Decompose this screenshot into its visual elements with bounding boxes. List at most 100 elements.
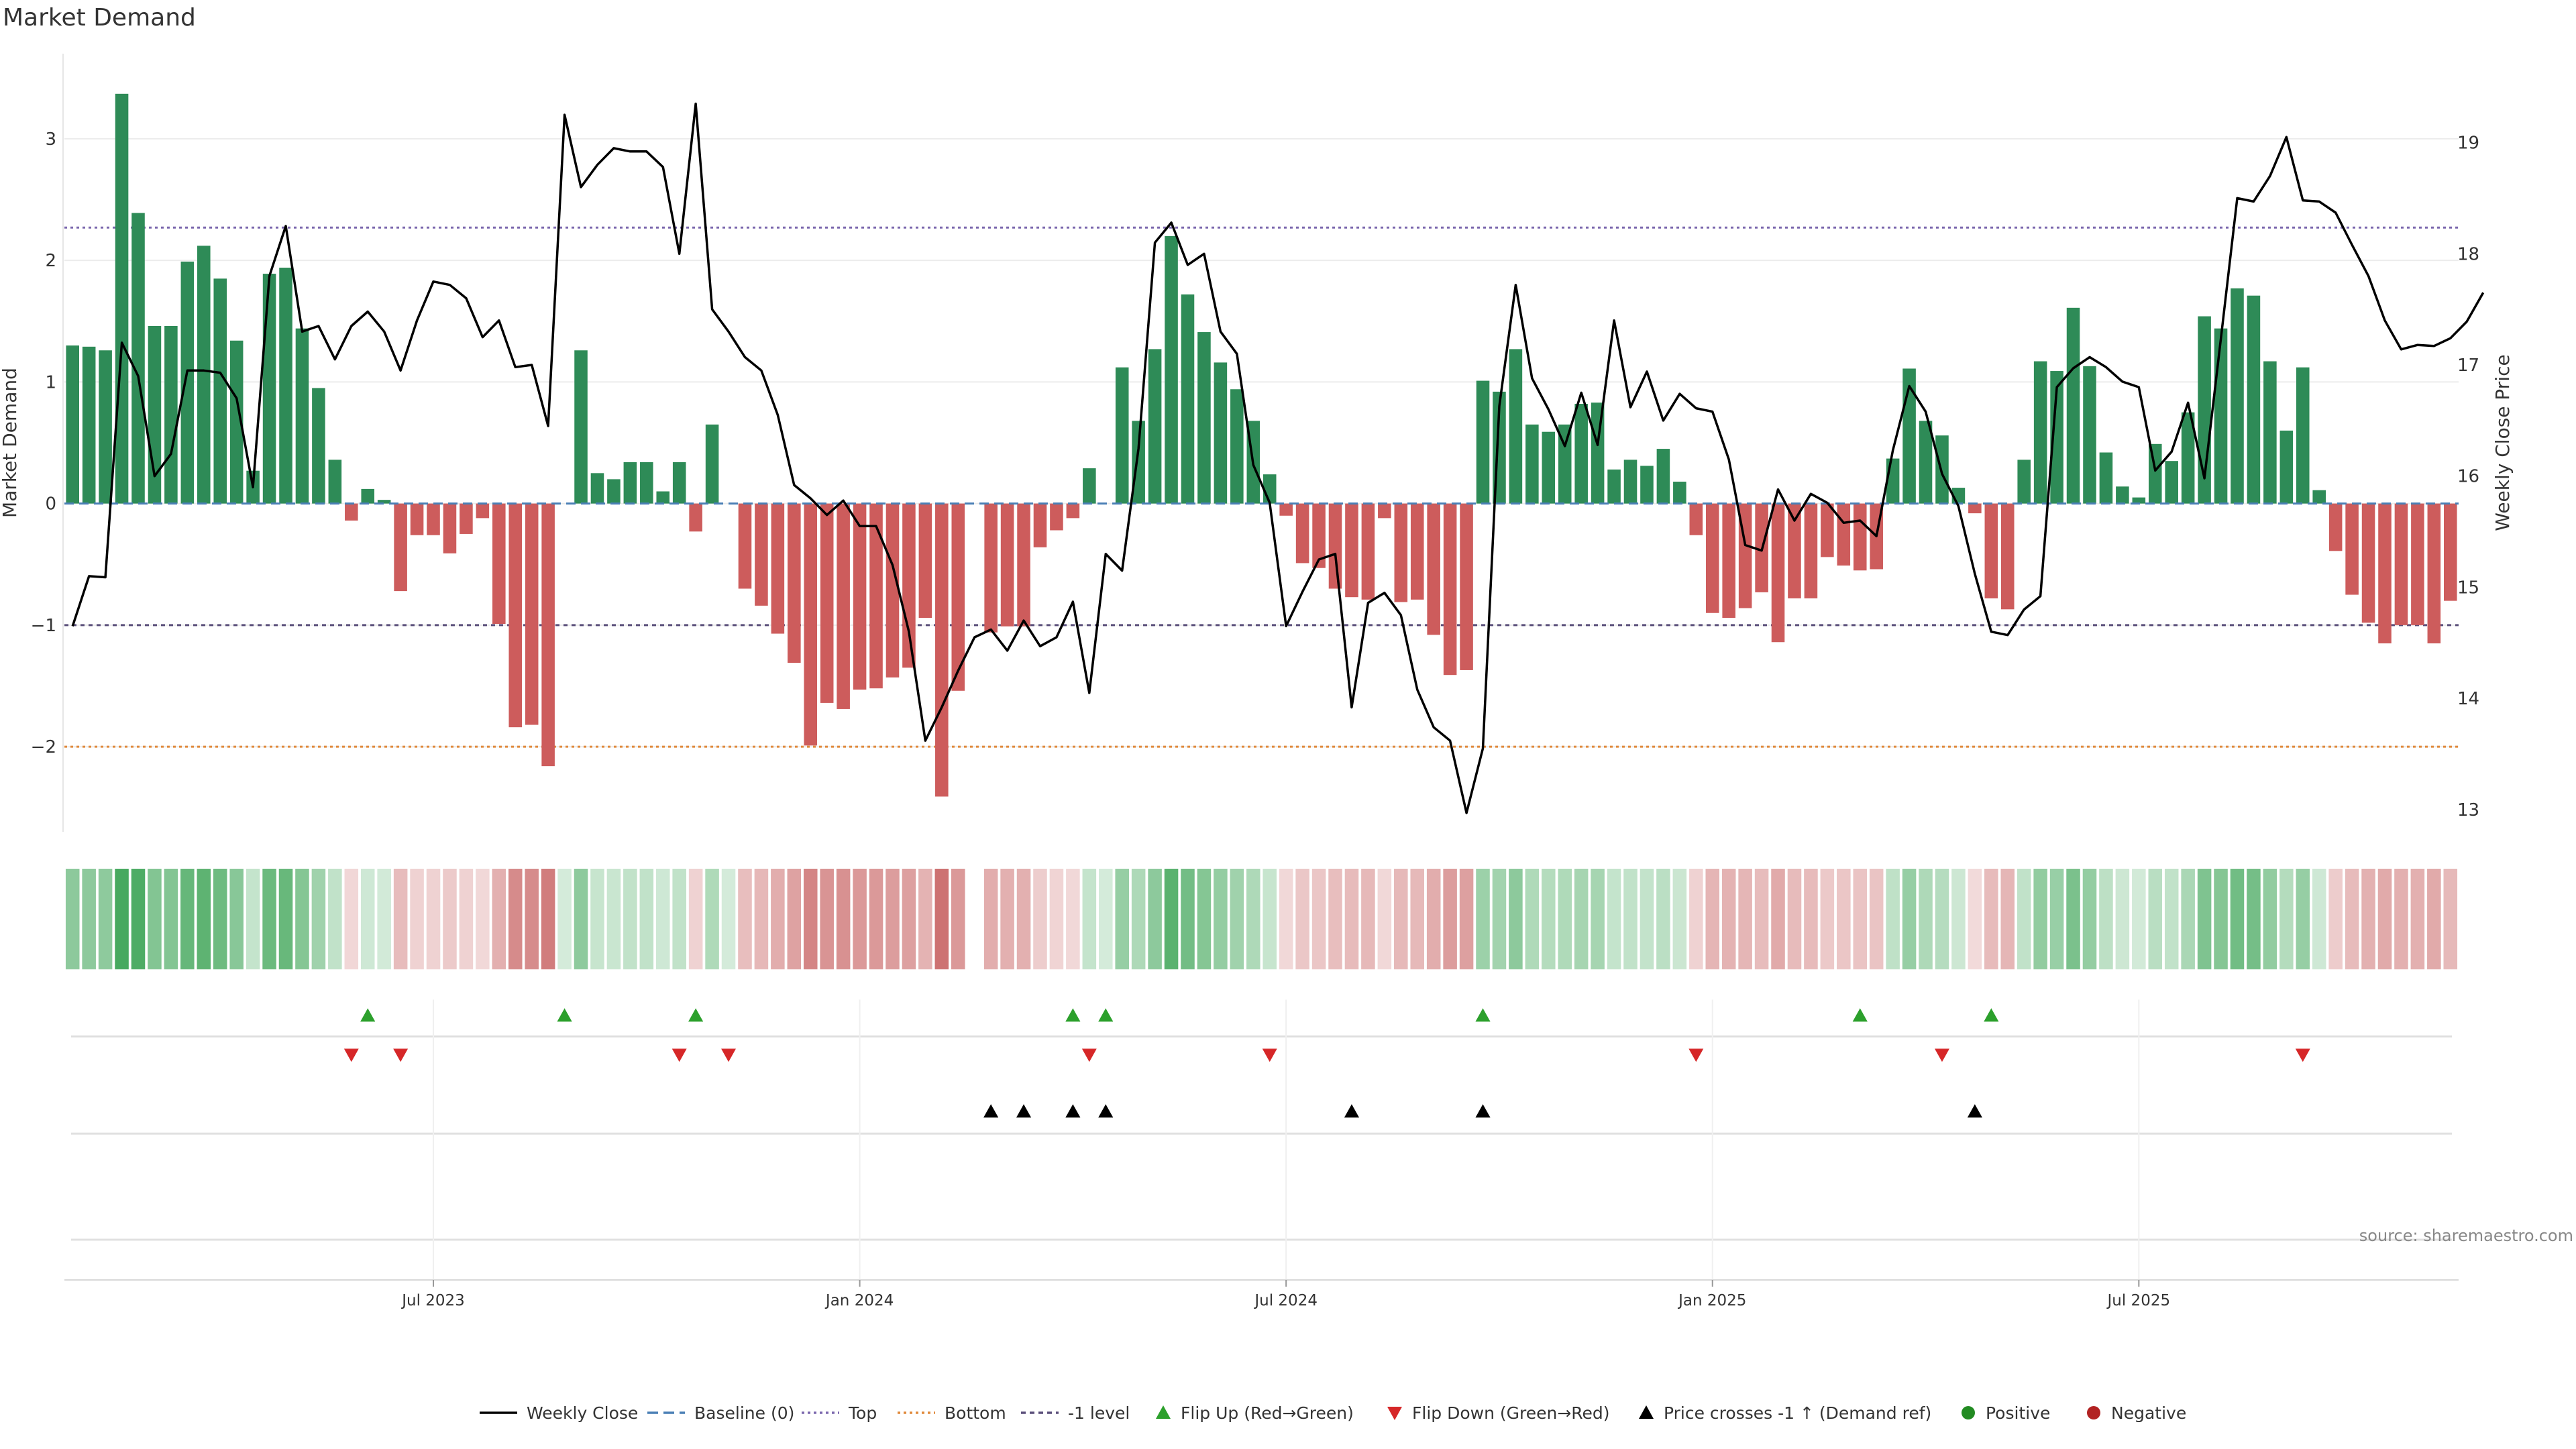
- demand-bar: [2345, 503, 2359, 595]
- demand-bar: [1837, 503, 1851, 566]
- demand-bar: [2181, 412, 2195, 504]
- flip-up-marker: [1984, 1008, 1999, 1022]
- heatmap-cell: [1394, 869, 1408, 969]
- heatmap-cell: [82, 869, 96, 969]
- price-line: [71, 102, 2485, 814]
- heatmap-cell: [1230, 869, 1244, 969]
- flip-up-marker: [360, 1008, 376, 1022]
- demand-bar: [755, 503, 768, 606]
- heatmap-cell: [1689, 869, 1703, 969]
- heatmap-cell: [443, 869, 457, 969]
- left-tick-label: 1: [45, 372, 56, 392]
- demand-bar: [1181, 294, 1195, 504]
- source-note: source: sharemaestro.com: [2359, 1226, 2573, 1245]
- heatmap-cell: [1344, 869, 1359, 969]
- demand-bar: [2083, 366, 2096, 504]
- heatmap-cell: [1148, 869, 1162, 969]
- heatmap-cell: [1951, 869, 1966, 969]
- x-tick-label: Jul 2024: [1253, 1292, 1318, 1309]
- heatmap-cell: [377, 869, 391, 969]
- demand-bar: [1017, 503, 1030, 627]
- heatmap-cell: [262, 869, 276, 969]
- heatmap-cell: [1311, 869, 1326, 969]
- legend-label: Positive: [1986, 1403, 2050, 1423]
- heatmap-cell: [393, 869, 408, 969]
- heatmap-cell: [2279, 869, 2294, 969]
- flip-down-marker: [1262, 1049, 1277, 1062]
- heatmap-cell: [1607, 869, 1621, 969]
- legend-label: Weekly Close: [527, 1403, 638, 1423]
- heatmap-cell: [1082, 869, 1097, 969]
- heatmap-cell: [1984, 869, 1998, 969]
- heatmap-cell: [197, 869, 211, 969]
- heatmap-cell: [2132, 869, 2146, 969]
- left-tick-label: −2: [31, 737, 56, 757]
- demand-bar: [1984, 503, 1998, 598]
- demand-bar: [2033, 361, 2047, 504]
- heatmap-cell: [2377, 869, 2392, 969]
- demand-bar: [492, 503, 506, 625]
- heatmap-cell: [1771, 869, 1785, 969]
- heatmap-cell: [2082, 869, 2097, 969]
- heatmap-cell: [1886, 869, 1900, 969]
- heatmap-cell: [1787, 869, 1802, 969]
- flip-down-marker: [1081, 1049, 1097, 1062]
- demand-bar: [1689, 503, 1703, 535]
- demand-bar: [262, 274, 276, 504]
- heatmap-cell: [574, 869, 588, 969]
- demand-bar: [2132, 497, 2146, 504]
- demand-bar: [2378, 503, 2392, 644]
- demand-bar: [2017, 460, 2031, 504]
- flip-up-marker: [688, 1008, 704, 1022]
- heatmap-cell: [1443, 869, 1457, 969]
- demand-bar: [460, 503, 473, 534]
- heatmap-cell: [2361, 869, 2375, 969]
- legend-swatch: [1962, 1406, 1975, 1419]
- heatmap-cell: [1591, 869, 1605, 969]
- heatmap-cell: [492, 869, 506, 969]
- demand-bar: [164, 326, 178, 504]
- heatmap-cell: [508, 869, 523, 969]
- legend-swatch: [2087, 1406, 2100, 1419]
- right-tick-label: 15: [2457, 578, 2479, 598]
- flip-down-marker: [393, 1049, 409, 1062]
- demand-bar: [1821, 503, 1834, 557]
- heatmap-cell: [148, 869, 162, 969]
- heatmap-cell: [983, 869, 998, 969]
- heatmap-cell: [885, 869, 900, 969]
- heatmap-cell: [1115, 869, 1129, 969]
- demand-bar: [541, 503, 555, 767]
- heatmap-cell: [1574, 869, 1589, 969]
- demand-bars: [64, 93, 2459, 797]
- heatmap-cell: [131, 869, 146, 969]
- demand-bar: [640, 462, 653, 504]
- legend: Weekly Close Baseline (0) Top Bottom -1 leve…: [480, 1403, 2186, 1423]
- heatmap-cell: [853, 869, 867, 969]
- heatmap-cell: [2345, 869, 2359, 969]
- heatmap-cell: [1968, 869, 1982, 969]
- right-tick-label: 17: [2457, 356, 2479, 376]
- heatmap-cell: [606, 869, 621, 969]
- heatmap-cell: [771, 869, 785, 969]
- demand-bar: [1443, 503, 1457, 676]
- demand-bar: [1640, 466, 1654, 504]
- demand-bar: [885, 503, 900, 678]
- legend-label: Price crosses -1 ↑ (Demand ref): [1664, 1403, 1931, 1423]
- heatmap-cell: [2049, 869, 2064, 969]
- demand-bar: [738, 503, 752, 589]
- heatmap-cell: [2410, 869, 2425, 969]
- flip-down-marker: [2295, 1049, 2310, 1062]
- demand-bar: [804, 503, 818, 746]
- demand-bar: [1705, 503, 1719, 613]
- demand-bar: [1378, 503, 1391, 519]
- heatmap-cell: [2247, 869, 2261, 969]
- legend-label: Flip Down (Green→Red): [1412, 1403, 1610, 1423]
- heatmap-cell: [1935, 869, 1949, 969]
- heatmap-cell: [1902, 869, 1917, 969]
- heatmap-cell: [1099, 869, 1113, 969]
- legend-swatch: [1387, 1407, 1402, 1420]
- demand-bar: [1000, 503, 1014, 627]
- demand-bar: [1050, 503, 1063, 531]
- demand-bar: [2231, 288, 2244, 504]
- demand-bar: [1214, 362, 1228, 504]
